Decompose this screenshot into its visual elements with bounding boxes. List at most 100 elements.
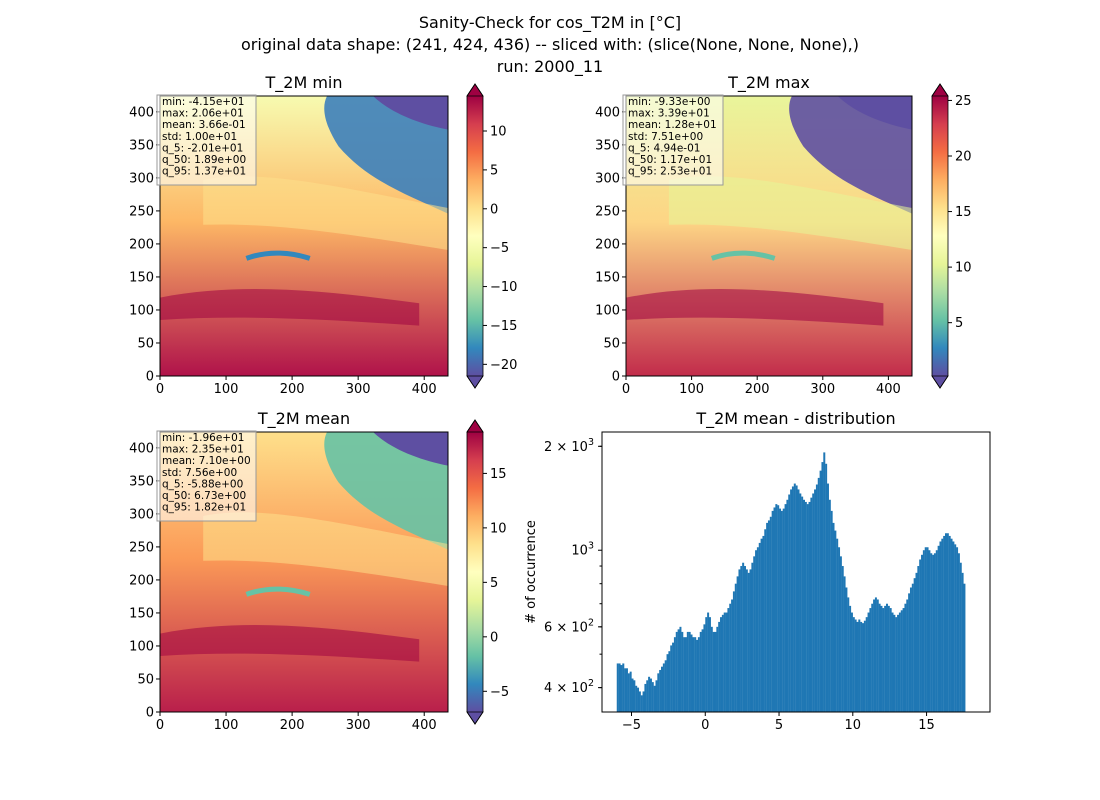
histogram-bar [908, 593, 911, 712]
histogram-bar [869, 608, 872, 712]
colorbar-tick-label: 0 [490, 202, 498, 217]
y-tick-label: 250 [129, 204, 154, 219]
stats-line: q_50: 1.89e+00 [162, 154, 246, 166]
x-tick-label: 300 [346, 718, 371, 733]
histogram-bar [627, 673, 630, 712]
histogram-bar [874, 597, 877, 712]
y-tick-label: 100 [129, 639, 154, 654]
histogram-bar [832, 522, 835, 712]
colorbar-extend-top [466, 83, 484, 97]
histogram-bar [644, 683, 647, 712]
histogram-bar [839, 556, 842, 712]
histogram-bar [712, 631, 715, 712]
x-tick-label: 400 [412, 382, 437, 397]
stats-line: std: 7.51e+00 [628, 131, 703, 143]
histogram-bar [653, 685, 656, 712]
histogram-bar [714, 631, 717, 712]
histogram-bar [826, 483, 829, 712]
histogram-bar [688, 631, 691, 712]
title-line-1: Sanity-Check for cos_T2M in [°C] [419, 13, 681, 33]
histogram-bar [961, 572, 964, 712]
histogram-bar [734, 583, 737, 712]
stats-line: q_5: 4.94e-01 [628, 142, 700, 154]
colorbar: −20 −15 −10 −5 0 5 10 [466, 83, 517, 389]
stats-line: q_50: 1.17e+01 [628, 154, 712, 166]
y-tick-label: 200 [129, 573, 154, 588]
x-tick-label: 5 [775, 718, 783, 733]
histogram-bar [921, 554, 924, 712]
figure-title: Sanity-Check for cos_T2M in [°C] origina… [241, 13, 859, 77]
histogram-bar [764, 529, 767, 712]
stats-line: mean: 7.10e+00 [162, 455, 251, 467]
histogram-bar [952, 541, 955, 712]
y-tick-label: 300 [129, 507, 154, 522]
histogram-bar [649, 678, 652, 712]
colorbar-tick-label: 20 [955, 150, 972, 165]
y-tick-label: 250 [595, 204, 620, 219]
histogram-bar [692, 637, 695, 712]
x-tick-label: 0 [701, 718, 709, 733]
stats-box [156, 94, 257, 186]
histogram-bar [862, 623, 865, 712]
histogram-bar [720, 617, 723, 712]
histogram-bar [679, 626, 682, 712]
histogram-bar [637, 687, 640, 712]
histogram-bar [906, 599, 909, 712]
histogram-bar [624, 668, 627, 712]
y-tick-label: 2 × 103 [544, 437, 594, 455]
histogram-bar [675, 631, 678, 712]
histogram-bar [742, 562, 745, 712]
histogram-bar [856, 621, 859, 712]
y-tick-label: 350 [129, 474, 154, 489]
y-tick-label: 50 [603, 336, 620, 351]
colorbar-tick-label: 0 [490, 630, 498, 645]
histogram-bar [753, 556, 756, 712]
y-tick-exponent: 3 [588, 541, 594, 552]
histogram-bar [889, 608, 892, 712]
histogram-bar [762, 535, 765, 712]
title-line-3: run: 2000_11 [497, 57, 603, 77]
x-tick-label: 100 [214, 382, 239, 397]
map-region-arctic [837, 96, 912, 130]
y-tick-label: 0 [146, 370, 154, 385]
histogram-bar [804, 501, 807, 712]
histogram-bar [897, 614, 900, 712]
colorbar-extend-bottom [931, 375, 949, 389]
colorbar-extend-top [931, 83, 949, 97]
map-region-alps [245, 586, 311, 597]
colorbar: 5 10 15 20 25 [931, 83, 972, 389]
histogram-bar [876, 599, 879, 712]
stats-line: min: -1.96e+01 [162, 432, 244, 444]
x-tick-label: 0 [156, 382, 164, 397]
histogram-bar [858, 619, 861, 712]
histogram-bar [850, 612, 853, 712]
axes-frame [159, 431, 449, 713]
histogram-bar [941, 538, 944, 712]
histogram-bar [756, 547, 759, 712]
histogram-bar [738, 569, 741, 712]
histogram-bar [694, 637, 697, 712]
histogram-bar [701, 629, 704, 712]
axes-title: T_2M max [727, 73, 810, 93]
map-region-continent [203, 512, 448, 586]
y-tick-label: 50 [137, 672, 154, 687]
histogram-bar [948, 535, 951, 712]
axes-frame [601, 431, 991, 713]
histogram-bar [797, 489, 800, 712]
histogram-bar [780, 510, 783, 712]
stats-line: q_5: -5.88e+00 [162, 478, 243, 490]
histogram-bar [723, 612, 726, 712]
colorbar-gradient [932, 96, 948, 376]
y-tick-mantissa: 4 [544, 681, 556, 696]
y-tick-label: 300 [595, 171, 620, 186]
colorbar-tick-label: −15 [490, 319, 517, 334]
histogram-bar [779, 508, 782, 712]
histogram-bar [939, 541, 942, 712]
histogram-bar [821, 462, 824, 712]
histogram-bar [767, 520, 770, 712]
histogram-bar [793, 483, 796, 712]
axes-title: T_2M mean [257, 409, 350, 429]
stats-line: q_95: 1.82e+01 [162, 502, 246, 514]
histogram-bar [758, 542, 761, 712]
